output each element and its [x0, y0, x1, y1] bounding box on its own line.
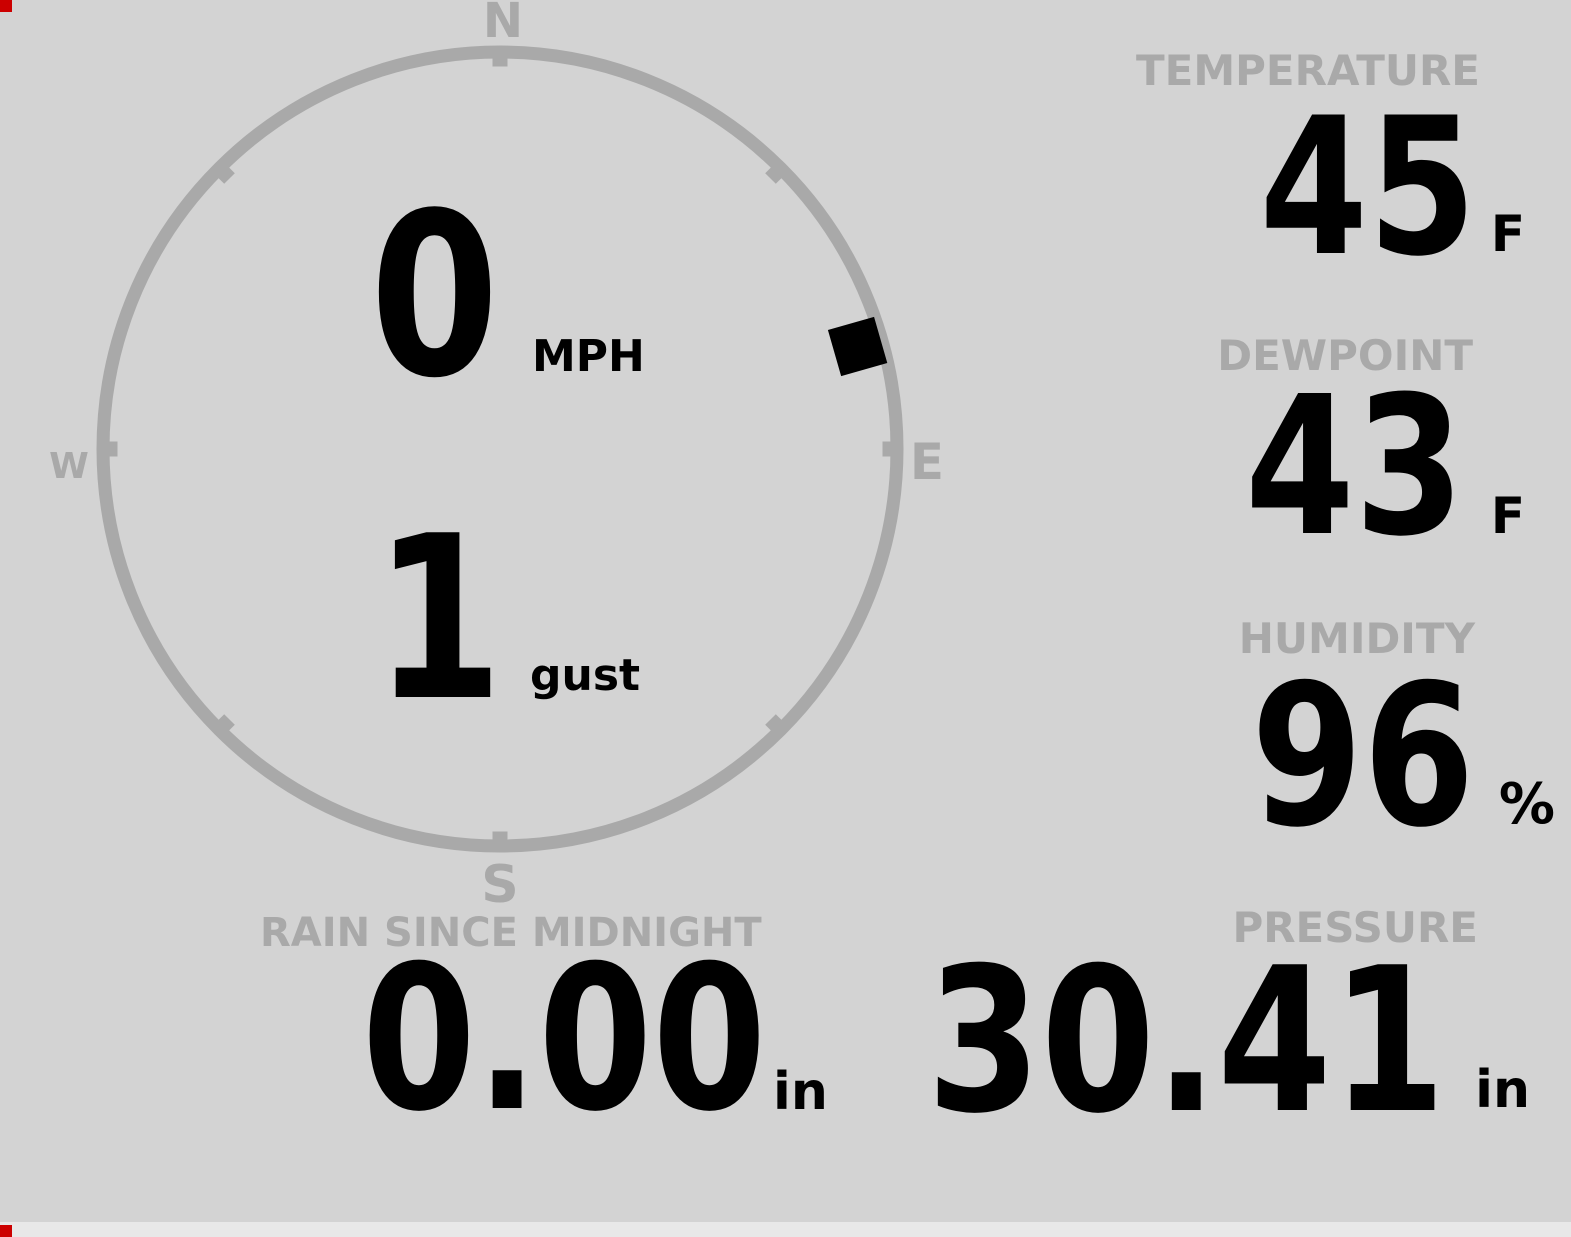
pressure-unit: in — [1475, 1060, 1530, 1120]
compass-label-east: E — [909, 433, 945, 491]
compass-tick-southeast — [765, 714, 787, 736]
temperature-unit: F — [1490, 205, 1525, 263]
dewpoint-unit: F — [1490, 487, 1525, 545]
display-bottom-strip — [0, 1222, 1571, 1237]
compass-tick-southwest — [213, 714, 235, 736]
temperature-value: 45 — [1259, 77, 1476, 298]
compass-tick-north — [492, 51, 508, 67]
pressure-value: 30.41 — [927, 925, 1446, 1158]
rain-unit: in — [773, 1062, 828, 1122]
humidity-label: HUMIDITY — [1238, 614, 1475, 663]
temperature-label: TEMPERATURE — [1136, 46, 1480, 95]
corner-mark-bottom-left — [0, 1225, 12, 1237]
dewpoint-label: DEWPOINT — [1217, 331, 1473, 380]
compass-label-west: W — [49, 446, 89, 487]
compass-label-north: N — [482, 0, 524, 49]
rain-since-midnight-label: RAIN SINCE MIDNIGHT — [260, 910, 762, 956]
corner-mark-top-left — [0, 0, 12, 12]
wind-gust-unit: gust — [530, 650, 641, 701]
rain-value: 0.00 — [361, 923, 766, 1156]
compass-tick-south — [492, 831, 508, 847]
compass-tick-east — [882, 441, 898, 457]
compass-tick-west — [102, 441, 118, 457]
pressure-label: PRESSURE — [1232, 903, 1478, 952]
compass-tick-northeast — [765, 162, 787, 184]
humidity-value: 96 — [1251, 643, 1475, 871]
wind-speed-unit: MPH — [532, 331, 645, 382]
wind-direction-marker — [827, 316, 888, 377]
compass-label-south: S — [481, 855, 519, 915]
wind-speed-value: 0 — [370, 165, 499, 428]
wind-gust-value: 1 — [374, 488, 503, 751]
compass-tick-northwest — [213, 162, 235, 184]
dewpoint-value: 43 — [1244, 356, 1464, 579]
humidity-unit: % — [1498, 772, 1555, 837]
